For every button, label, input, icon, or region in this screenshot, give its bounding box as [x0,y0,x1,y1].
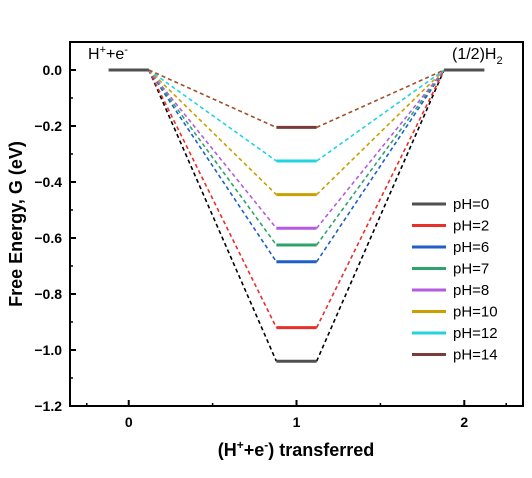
connector-down-4 [148,69,277,229]
y-tick-label: −0.6 [34,230,62,246]
step-label-end: (1/2)H2 [452,46,503,67]
connector-up-3 [315,69,445,246]
y-tick-label: −1.0 [34,342,62,358]
legend-label: pH=0 [453,196,489,213]
x-axis-title: (H++e-) transferred [218,438,375,460]
y-axis-title: Free Energy, G (eV) [6,141,26,307]
connector-down-7 [148,69,277,129]
axes: 0.0 −0.2 −0.4 −0.6 −0.8 −1.0 −1.2 0 1 2 [34,41,507,430]
connector-up-5 [316,69,445,196]
connector-up-1 [315,69,445,328]
legend-label: pH=2 [453,218,489,235]
connector-up-0 [315,69,445,362]
connector-up-2 [315,69,445,263]
step-label-start: H++e- [88,44,128,63]
y-tick-label: −0.4 [34,174,62,190]
y-tick-label: −0.2 [34,118,62,134]
connector-down-6 [148,69,277,162]
connector-up-7 [316,69,445,129]
legend-label: pH=8 [453,282,489,299]
legend-label: pH=6 [453,239,489,256]
connector-up-4 [316,69,445,229]
connector-down-0 [148,69,278,362]
legend: pH=0 pH=2 pH=6 pH=7 pH=8 pH=10 pH=12 pH=14 [412,196,498,364]
y-tick-label: −1.2 [34,398,62,414]
legend-label: pH=10 [453,304,498,321]
legend-label: pH=12 [453,325,498,342]
plot-content [108,68,485,363]
connector-down-3 [148,69,278,246]
x-tick-label: 2 [460,414,468,430]
connector-up-6 [316,69,445,162]
y-tick-label: 0.0 [43,62,63,78]
x-tick-label: 1 [293,414,301,430]
connector-down-5 [148,69,277,196]
connector-down-2 [148,69,278,263]
connector-down-1 [148,69,278,328]
y-tick-label: −0.8 [34,286,62,302]
legend-label: pH=14 [453,347,498,364]
x-tick-label: 0 [125,414,133,430]
legend-label: pH=7 [453,261,489,278]
